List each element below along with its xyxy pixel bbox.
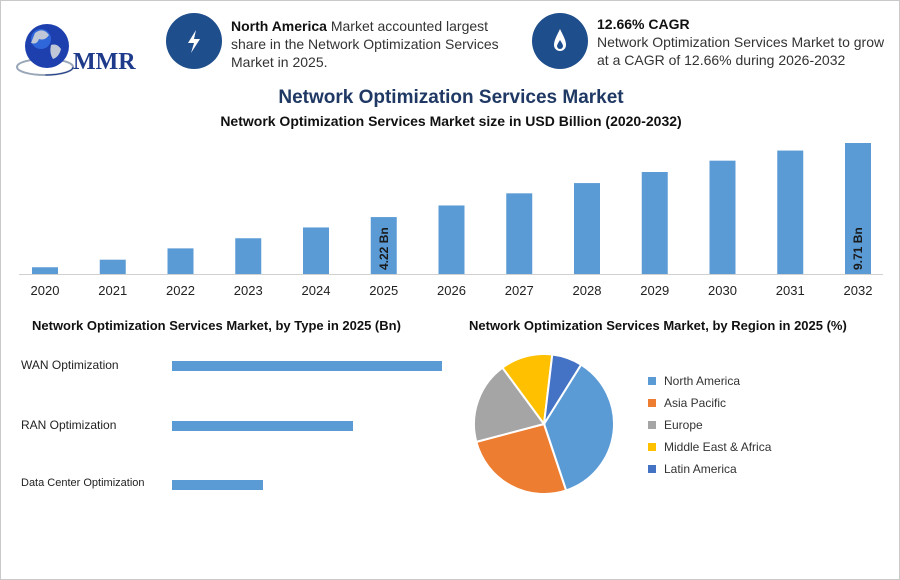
x-tick-2024: 2024 xyxy=(302,283,331,298)
bar-2031 xyxy=(777,150,804,274)
bar-2032 xyxy=(845,143,871,274)
x-tick-2021: 2021 xyxy=(98,283,127,298)
legend-label: Asia Pacific xyxy=(664,396,727,410)
region-chart-title: Network Optimization Services Market, by… xyxy=(469,318,847,333)
x-tick-2020: 2020 xyxy=(31,283,60,298)
legend-item-4: Middle East & Africa xyxy=(648,436,848,458)
legend-label: Europe xyxy=(664,418,703,432)
type-label-2: RAN Optimization xyxy=(21,418,117,432)
bar-2020 xyxy=(32,267,58,274)
cagr-info-bold: 12.66% CAGR xyxy=(597,16,690,32)
legend-swatch xyxy=(648,465,656,473)
bar-2028 xyxy=(574,183,600,274)
x-tick-2029: 2029 xyxy=(640,283,669,298)
pie-slice-5 xyxy=(543,353,583,425)
x-tick-2030: 2030 xyxy=(708,283,737,298)
x-tick-2031: 2031 xyxy=(776,283,805,298)
type-bar-2 xyxy=(172,421,354,431)
pie-slice-3 xyxy=(473,366,546,444)
region-pie-chart xyxy=(473,353,615,495)
bar-2021 xyxy=(99,259,126,274)
type-chart: WAN Optimization RAN Optimization Data Cen… xyxy=(1,341,461,511)
bar-2029 xyxy=(641,172,668,274)
data-label-2032: 9.71 Bn xyxy=(851,227,865,270)
data-label-2025: 4.22 Bn xyxy=(377,227,391,270)
legend-item-1: North America xyxy=(648,370,848,392)
logo-text: MMR xyxy=(73,49,136,75)
type-chart-title: Network Optimization Services Market, by… xyxy=(32,318,401,333)
north-america-info-bold: North America xyxy=(231,18,327,34)
lightning-badge xyxy=(166,13,222,69)
legend-swatch xyxy=(648,377,656,385)
legend-label: Middle East & Africa xyxy=(664,440,772,454)
lightning-icon xyxy=(188,30,200,53)
bar-2027 xyxy=(506,193,533,274)
bar-2022 xyxy=(167,248,194,274)
x-tick-2023: 2023 xyxy=(234,283,263,298)
legend-item-5: Latin America xyxy=(648,458,848,480)
north-america-info: North America Market accounted largest s… xyxy=(231,17,511,71)
legend-swatch xyxy=(648,443,656,451)
type-label-3: Data Center Optimization xyxy=(21,477,145,489)
bar-2023 xyxy=(235,238,262,274)
pie-slice-2 xyxy=(475,422,568,495)
type-bar-1 xyxy=(172,361,442,371)
legend-label: Latin America xyxy=(664,462,737,476)
globe-icon xyxy=(16,24,74,76)
bar-2030 xyxy=(709,160,736,274)
north-america-info-text: Market accounted largest share in the Ne… xyxy=(231,18,499,70)
cagr-info-text: Network Optimization Services Market to … xyxy=(597,34,885,68)
bar-chart: 2020 2021 2022 2023 2024 2025 4.22 Bn 2026 2027 2… xyxy=(19,143,883,298)
legend-swatch xyxy=(648,421,656,429)
cagr-badge xyxy=(532,13,588,69)
bar-2024 xyxy=(303,227,329,274)
bar-2025 xyxy=(370,217,397,274)
bar-chart-title: Network Optimization Services Market siz… xyxy=(220,113,682,129)
legend-label: North America xyxy=(664,374,741,388)
x-tick-2028: 2028 xyxy=(573,283,602,298)
x-tick-2027: 2027 xyxy=(505,283,534,298)
cagr-info: 12.66% CAGR Network Optimization Service… xyxy=(597,15,892,69)
legend-item-3: Europe xyxy=(648,414,848,436)
x-tick-2032: 2032 xyxy=(844,283,873,298)
type-label-1: WAN Optimization xyxy=(21,358,119,372)
legend-swatch xyxy=(648,399,656,407)
region-legend: North America Asia Pacific Europe Middle Ea… xyxy=(648,370,848,480)
bar-2026 xyxy=(438,205,465,274)
x-tick-2022: 2022 xyxy=(166,283,195,298)
logo: MMR xyxy=(15,19,140,81)
type-bar-3 xyxy=(172,480,264,490)
main-title: Network Optimization Services Market xyxy=(278,87,624,108)
x-tick-2025: 2025 xyxy=(369,283,398,298)
growth-icon xyxy=(554,29,566,51)
x-tick-2026: 2026 xyxy=(437,283,466,298)
legend-item-2: Asia Pacific xyxy=(648,392,848,414)
